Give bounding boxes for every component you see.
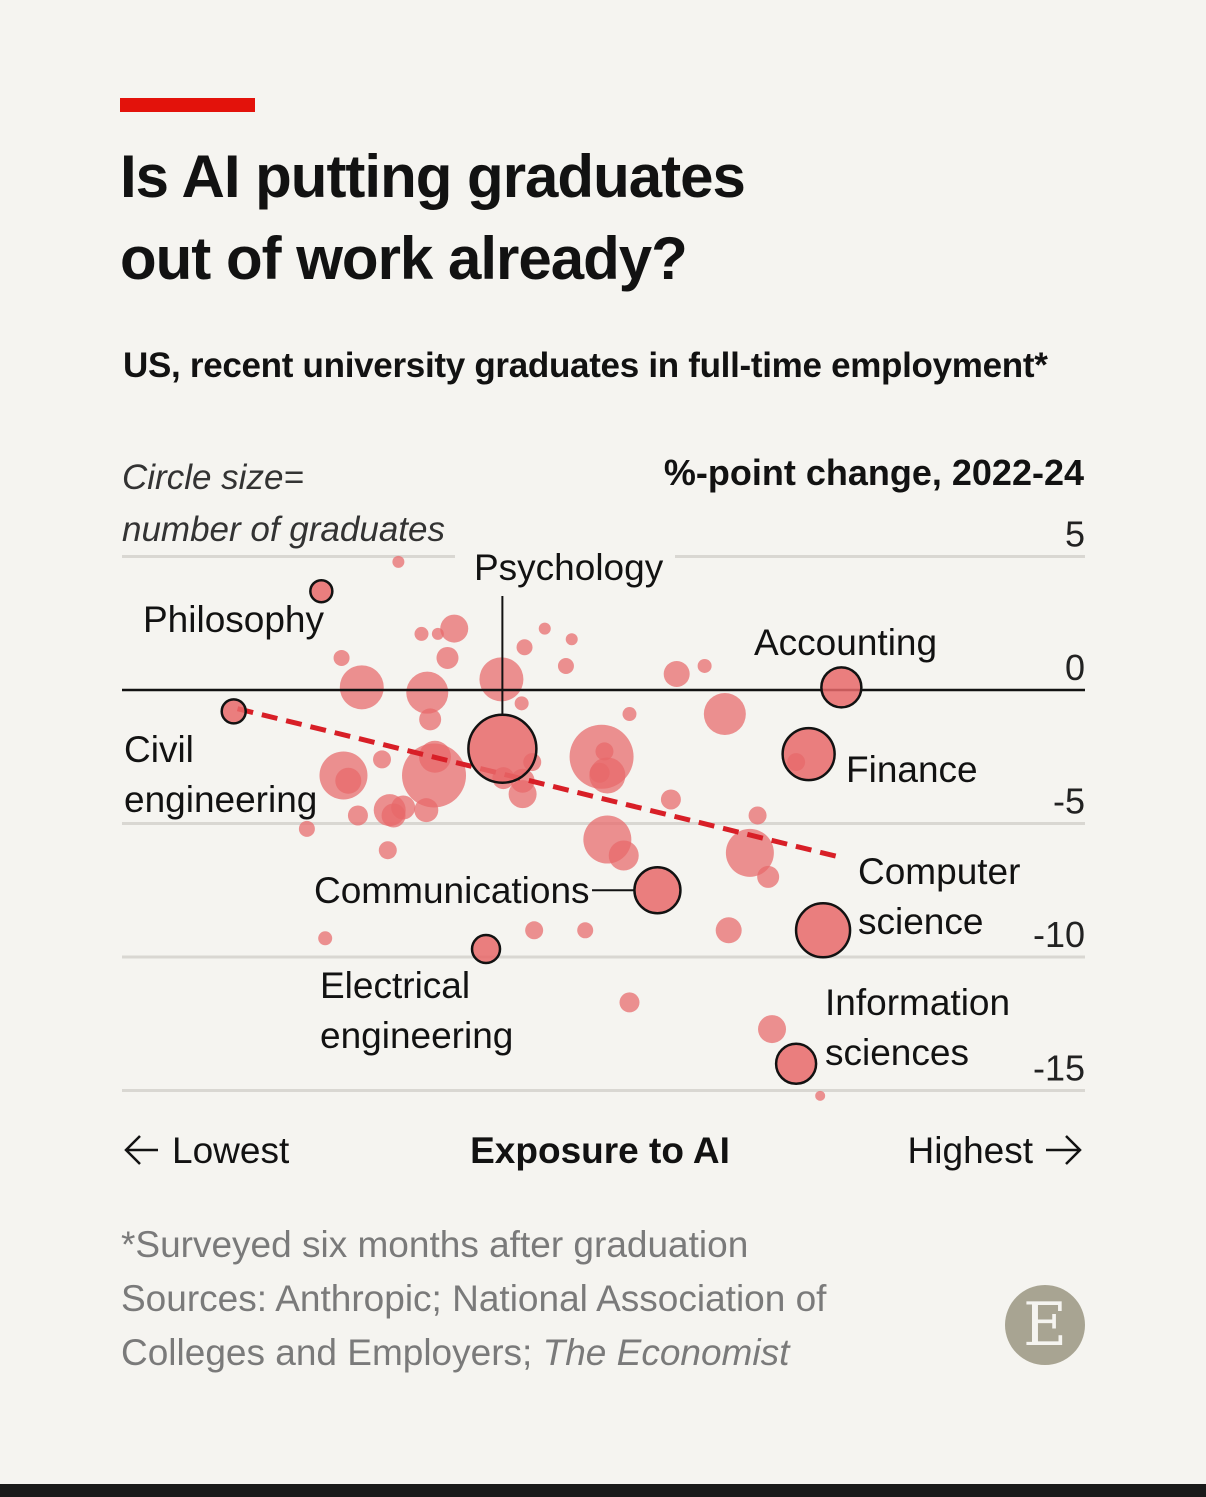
data-point (577, 922, 594, 939)
data-point (318, 931, 333, 946)
x-axis-low-label: Lowest (172, 1130, 290, 1171)
y-axis-title: %-point change, 2022-24 (663, 452, 1084, 493)
title-line-1: Is AI putting graduates (120, 143, 746, 210)
grid-layer (122, 555, 1085, 1092)
sources-publication: The Economist (542, 1332, 790, 1373)
point-label-finance: Finance (846, 749, 978, 790)
data-point (339, 665, 384, 710)
y-tick-label: 0 (1065, 647, 1085, 688)
brand-red-bar (120, 98, 255, 112)
title-line-2: out of work already? (120, 225, 688, 292)
point-label-information-sciences: sciences (825, 1032, 969, 1073)
size-legend-note: Circle size= number of graduates (122, 452, 445, 556)
sources-line-2-start: Colleges and Employers; (121, 1332, 543, 1373)
x-axis-high-label: Highest (908, 1130, 1034, 1171)
data-point (757, 865, 780, 888)
data-point (565, 633, 578, 646)
point-label-computer-science: science (858, 901, 983, 942)
x-axis-title: Exposure to AI (470, 1130, 730, 1171)
highlight-point-accounting (820, 666, 863, 709)
data-point (703, 693, 746, 736)
scatter-chart: 5 0 -5 -10 -15 Philosophy Civil engineering Psy… (122, 514, 1085, 1171)
data-point (758, 1015, 787, 1044)
data-point (589, 757, 626, 794)
footnote: *Surveyed six months after graduation So… (121, 1218, 826, 1380)
data-point (697, 658, 712, 673)
point-label-psychology: Psychology (474, 547, 664, 588)
data-point (622, 707, 637, 722)
data-point (557, 657, 574, 674)
size-note-line-1: Circle size= (122, 458, 304, 497)
data-point (595, 742, 614, 761)
point-label-accounting: Accounting (754, 622, 937, 663)
highlight-point-finance (781, 726, 836, 782)
arrow-left-icon (124, 1135, 158, 1165)
data-point (516, 639, 533, 656)
data-point (392, 555, 405, 568)
chart-subtitle: US, recent university graduates in full-… (123, 346, 1048, 385)
economist-logo: E (1005, 1285, 1085, 1365)
point-label-communications: Communications (314, 870, 590, 911)
point-label-philosophy: Philosophy (143, 599, 325, 640)
data-point (419, 708, 442, 731)
data-point (373, 750, 392, 769)
data-point (333, 649, 350, 666)
data-point (431, 627, 444, 640)
data-point (406, 671, 449, 714)
data-point (660, 789, 681, 810)
highlight-point-civil-engineering (220, 698, 247, 725)
data-point (508, 780, 537, 809)
data-point (347, 805, 368, 826)
data-point (608, 840, 639, 871)
sources-line-2: Colleges and Employers; The Economist (121, 1326, 826, 1380)
data-point (436, 646, 459, 669)
highlight-point-philosophy (309, 578, 334, 604)
data-point (619, 992, 640, 1013)
y-tick-label: -15 (1033, 1048, 1085, 1089)
data-point (514, 696, 529, 711)
data-point (414, 798, 439, 823)
label-leaders (501, 596, 635, 892)
y-tick-labels: 5 0 -5 -10 -15 (1033, 514, 1085, 1089)
y-tick-label: -5 (1053, 781, 1085, 822)
data-point (663, 660, 690, 687)
arrow-right-icon (1046, 1135, 1082, 1165)
highlight-point-communications (633, 866, 682, 915)
data-point (391, 795, 416, 820)
survey-note: *Surveyed six months after graduation (121, 1224, 749, 1265)
y-tick-label: 5 (1065, 514, 1085, 555)
highlight-point-information-sciences (774, 1042, 818, 1086)
highlight-point-electrical-engineering (470, 933, 502, 965)
highlight-point-psychology (467, 713, 538, 784)
data-point (748, 806, 767, 825)
sources-line-1: Sources: Anthropic; National Association… (121, 1278, 827, 1319)
point-label-electrical-engineering: Electrical (320, 965, 470, 1006)
point-label-electrical-engineering: engineering (320, 1015, 513, 1056)
chart-title: Is AI putting graduates out of work alre… (120, 136, 1020, 300)
point-label-civil-engineering: Civil (124, 729, 194, 770)
size-note-line-2: number of graduates (122, 510, 445, 549)
data-point (725, 828, 774, 877)
data-point (525, 921, 544, 940)
point-label-civil-engineering: engineering (124, 779, 317, 820)
data-point (538, 622, 551, 635)
point-label-computer-science: Computer (858, 851, 1020, 892)
highlighted-points (220, 578, 863, 1086)
data-point (440, 614, 469, 643)
bottom-band (0, 1484, 1206, 1497)
x-axis: Lowest Exposure to AI Highest (124, 1130, 1082, 1171)
data-point (298, 820, 315, 837)
trend-layer (122, 688, 1085, 861)
trend-line (236, 706, 845, 861)
point-label-information-sciences: Information (825, 982, 1010, 1023)
highlight-point-computer-science (794, 902, 852, 959)
data-point (378, 841, 397, 860)
data-point (414, 626, 429, 641)
data-point (715, 917, 742, 944)
data-point (335, 767, 362, 794)
data-point (815, 1090, 826, 1101)
point-labels: Philosophy Civil engineering Psychology Acco… (124, 547, 1020, 1073)
y-tick-label: -10 (1033, 914, 1085, 955)
data-point (402, 743, 467, 808)
